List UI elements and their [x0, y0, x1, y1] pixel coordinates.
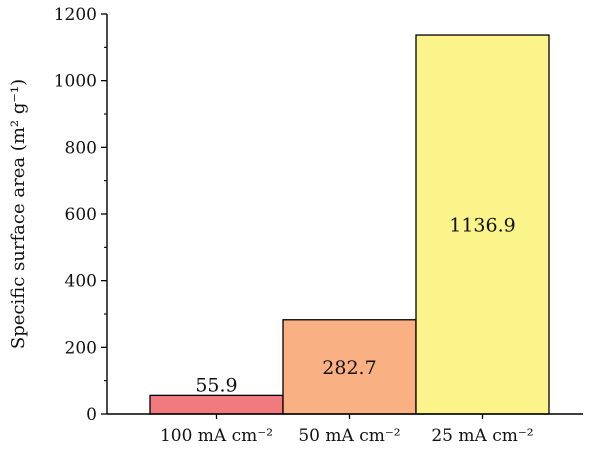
y-tick-label-1200: 1200: [54, 5, 97, 25]
data-label-3: 1136.9: [449, 215, 515, 237]
labels-group: 55.9 282.7 1136.9 0 200 400 600 800 1000 1200 100 …: [54, 5, 534, 446]
data-label-1: 55.9: [195, 374, 237, 396]
bar-1: [149, 394, 284, 415]
bars-group: [149, 34, 550, 415]
y-tick-label-200: 200: [65, 338, 97, 358]
data-label-2: 282.7: [322, 357, 376, 379]
y-tick-label-600: 600: [65, 205, 97, 225]
y-axis-title: Specific surface area (m² g⁻¹): [8, 79, 29, 349]
y-tick-label-400: 400: [65, 272, 97, 292]
x-tick-label-1: 100 mA cm⁻²: [160, 426, 273, 446]
x-tick-label-2: 50 mA cm⁻²: [298, 426, 400, 446]
x-tick-label-3: 25 mA cm⁻²: [431, 426, 533, 446]
y-tick-label-1000: 1000: [54, 72, 97, 92]
bar-3: [415, 34, 550, 415]
y-tick-label-0: 0: [86, 405, 97, 425]
y-tick-label-800: 800: [65, 138, 97, 158]
bar-2: [282, 319, 417, 415]
axes-group: [101, 13, 583, 419]
